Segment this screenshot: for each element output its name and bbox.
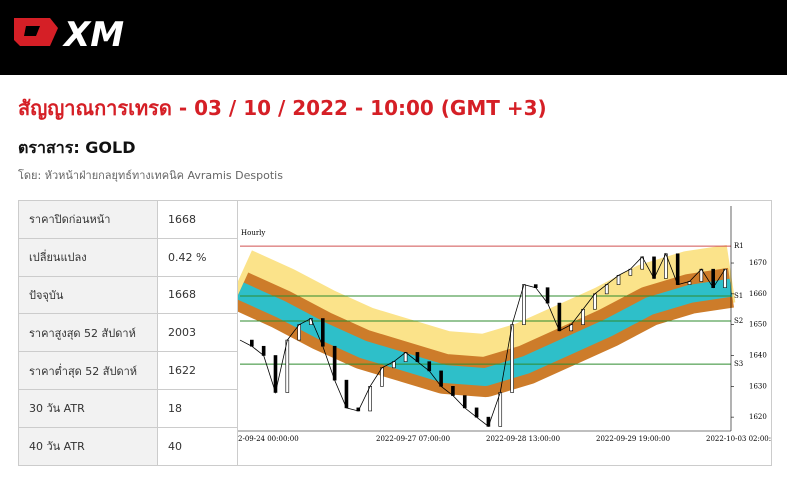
x-tick-label: 2022-10-03 02:00:00 (706, 435, 772, 443)
cell: 18 (157, 388, 238, 428)
cell: 1668 (157, 200, 238, 239)
y-tick-label: 1640 (749, 351, 767, 359)
row: ราคาสูงสุด 52 สัปดาห์ 2003 (18, 313, 238, 353)
candle (604, 284, 609, 295)
row: ราคาต่ำสุด 52 สัปดาห์ 1622 (18, 351, 238, 390)
cell: ราคาต่ำสุด 52 สัปดาห์ (18, 351, 158, 390)
row: ปัจจุบัน 1668 (18, 275, 238, 315)
candle (474, 407, 479, 418)
candle (297, 324, 301, 341)
candle (557, 302, 562, 332)
price-line (239, 252, 726, 428)
row: 30 วัน ATR 18 (18, 388, 238, 428)
y-tick-label: 1670 (749, 259, 767, 267)
cell: 30 วัน ATR (18, 388, 158, 428)
y-tick-label: 1660 (749, 290, 767, 298)
x-tick-label: 2022-09-28 13:00:00 (486, 435, 560, 443)
candle (285, 339, 290, 393)
candle (723, 268, 727, 288)
y-tick-label: 1650 (749, 321, 767, 329)
row: เปลี่ยนแปลง 0.42 % (18, 237, 238, 277)
candle (486, 416, 491, 427)
candle (593, 293, 597, 310)
x-tick-label: 2022-09-29 19:00:00 (596, 435, 670, 443)
y-tick-label: 1630 (749, 382, 767, 390)
cell: 40 วัน ATR (18, 426, 158, 466)
cell: ปัจจุบัน (18, 275, 158, 315)
candle (581, 308, 585, 325)
candle (380, 367, 384, 387)
candle (652, 256, 656, 279)
level-label: R1 (734, 242, 744, 250)
candle (368, 386, 372, 412)
candle (427, 361, 432, 372)
candle (462, 395, 467, 409)
cell: ราคาสูงสุด 52 สัปดาห์ (18, 313, 158, 353)
candle (675, 253, 680, 285)
candle (332, 345, 337, 381)
x-tick-label: 2-09-24 00:00:00 (238, 435, 299, 443)
header: XM (0, 0, 787, 75)
candle (498, 392, 503, 427)
cell: 40 (157, 426, 238, 466)
row: 40 วัน ATR 40 (18, 426, 238, 466)
candle (522, 284, 526, 325)
interval-label: Hourly (241, 229, 265, 237)
title: สัญญาณการเทรด - 03 / 10 / 2022 - 10:00 (… (18, 96, 547, 120)
cell: 1668 (157, 275, 238, 315)
candle (616, 275, 621, 285)
level-label: S3 (734, 360, 743, 368)
logo: XM (14, 15, 124, 55)
candle (510, 324, 514, 393)
level-label: S2 (734, 317, 743, 325)
byline: โดย: หัวหน้าฝ่ายกลยุทธ์ทางเทคนิค Avramis… (18, 169, 283, 182)
row: ราคาปิดก่อนหน้า 1668 (18, 200, 238, 239)
logo-text: XM (62, 15, 124, 55)
candle (415, 352, 420, 362)
candle (711, 268, 715, 288)
instrument: ตราสาร: GOLD (18, 138, 136, 157)
candle (261, 345, 266, 356)
candle (321, 318, 325, 347)
y-tick-label: 1620 (749, 413, 767, 421)
cell: ราคาปิดก่อนหน้า (18, 200, 158, 239)
level-label: S1 (734, 292, 743, 300)
cell: 1622 (157, 351, 238, 390)
x-tick-label: 2022-09-27 07:00:00 (376, 435, 450, 443)
candle (403, 352, 408, 362)
cell: เปลี่ยนแปลง (18, 237, 158, 277)
stats-table: ราคาปิดก่อนหน้า 1668 เปลี่ยนแปลง 0.42 % ปัจจ… (18, 200, 238, 466)
candle (451, 386, 455, 396)
candle (344, 379, 349, 409)
candle (545, 287, 550, 304)
cell: 2003 (157, 313, 238, 353)
chart: R1 S1 S2 S3 1620 1630 1640 1650 1660 1670 2-09-24 … (237, 200, 772, 466)
candle (439, 370, 443, 387)
cell: 0.42 % (157, 237, 238, 277)
